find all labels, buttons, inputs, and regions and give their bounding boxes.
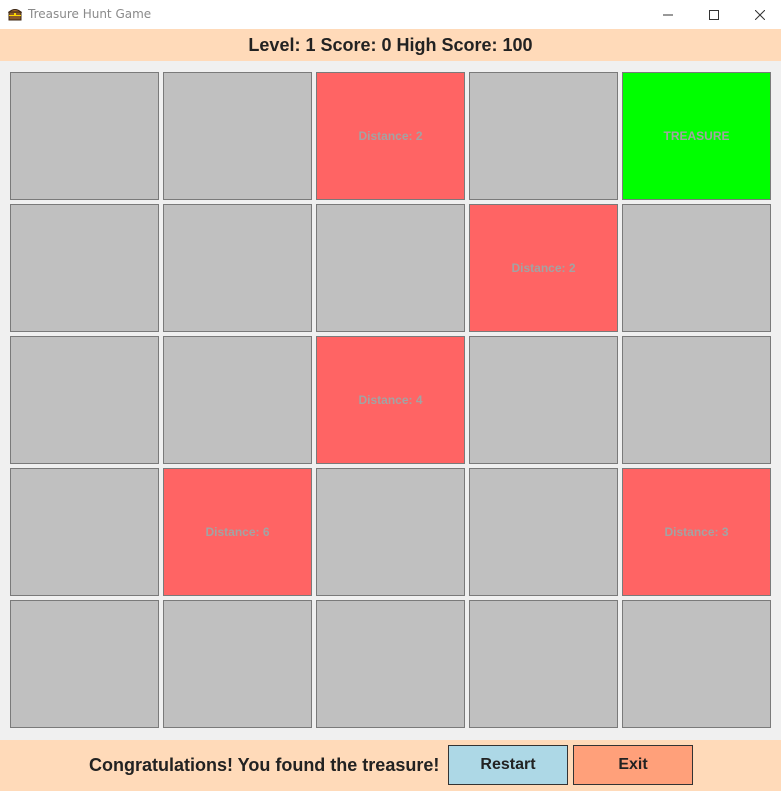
game-grid: Distance: 2 TREASURE Distance: 2 Distance: … <box>10 72 771 728</box>
grid-cell-r4-c5[interactable]: Distance: 3 <box>622 468 771 596</box>
grid-cell-r2-c3[interactable] <box>316 204 465 332</box>
footer-bar: Congratulations! You found the treasure!… <box>0 740 781 791</box>
grid-cell-r1-c5[interactable]: TREASURE <box>622 72 771 200</box>
high-score-label: High Score: 100 <box>396 34 533 55</box>
exit-button[interactable]: Exit <box>573 745 693 785</box>
grid-cell-r4-c3[interactable] <box>316 468 465 596</box>
score-label: Score: 0 <box>320 34 392 55</box>
grid-cell-r2-c5[interactable] <box>622 204 771 332</box>
grid-cell-r5-c5[interactable] <box>622 600 771 728</box>
title-bar: Treasure Hunt Game <box>0 0 781 29</box>
grid-cell-r1-c2[interactable] <box>163 72 312 200</box>
grid-cell-r4-c2[interactable]: Distance: 6 <box>163 468 312 596</box>
grid-cell-r3-c1[interactable] <box>10 336 159 464</box>
grid-cell-r3-c5[interactable] <box>622 336 771 464</box>
status-bar: Level: 1 Score: 0 High Score: 100 <box>0 29 781 61</box>
grid-cell-r5-c4[interactable] <box>469 600 618 728</box>
grid-cell-r2-c4[interactable]: Distance: 2 <box>469 204 618 332</box>
grid-cell-r5-c1[interactable] <box>10 600 159 728</box>
grid-cell-r5-c2[interactable] <box>163 600 312 728</box>
grid-cell-r1-c3[interactable]: Distance: 2 <box>316 72 465 200</box>
grid-cell-r3-c2[interactable] <box>163 336 312 464</box>
grid-cell-r5-c3[interactable] <box>316 600 465 728</box>
window-title: Treasure Hunt Game <box>28 7 152 21</box>
maximize-button[interactable] <box>691 0 737 29</box>
result-message: Congratulations! You found the treasure! <box>89 755 440 775</box>
minimize-icon <box>663 14 673 15</box>
close-icon <box>755 9 765 20</box>
grid-cell-r2-c1[interactable] <box>10 204 159 332</box>
treasure-chest-icon <box>7 7 23 21</box>
grid-cell-r4-c1[interactable] <box>10 468 159 596</box>
grid-cell-r2-c2[interactable] <box>163 204 312 332</box>
grid-cell-r1-c4[interactable] <box>469 72 618 200</box>
level-label: Level: 1 <box>248 34 316 55</box>
grid-cell-r4-c4[interactable] <box>469 468 618 596</box>
grid-cell-r1-c1[interactable] <box>10 72 159 200</box>
restart-button[interactable]: Restart <box>448 745 568 785</box>
minimize-button[interactable] <box>645 0 691 29</box>
grid-cell-r3-c3[interactable]: Distance: 4 <box>316 336 465 464</box>
grid-cell-r3-c4[interactable] <box>469 336 618 464</box>
maximize-icon <box>709 9 719 20</box>
close-button[interactable] <box>737 0 781 29</box>
